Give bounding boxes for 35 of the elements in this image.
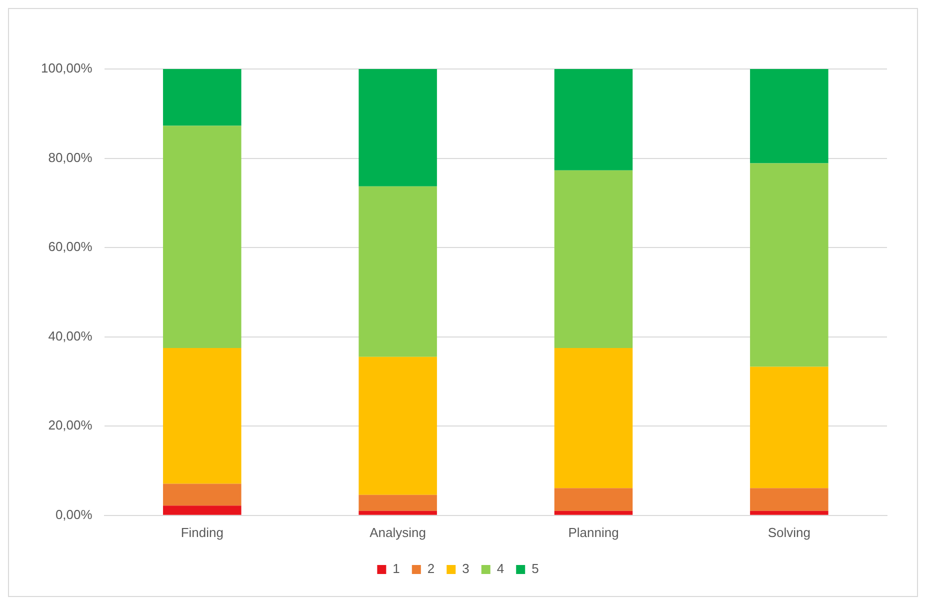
- legend-label: 4: [496, 561, 504, 576]
- bar: [163, 506, 242, 515]
- legend-label: 5: [532, 561, 539, 576]
- y-tick-label: 60,00%: [48, 239, 93, 254]
- bar: [163, 484, 242, 506]
- bar: [750, 488, 828, 511]
- bar: [554, 348, 633, 488]
- bar: [554, 69, 633, 170]
- bar: [163, 126, 242, 348]
- y-tick-label: 40,00%: [48, 328, 93, 344]
- bar: [750, 366, 828, 488]
- x-tick-label: Planning: [568, 524, 619, 540]
- bar: [554, 488, 633, 511]
- bar: [163, 69, 242, 126]
- bar: [358, 494, 437, 511]
- bar: [358, 510, 437, 515]
- bar: [750, 163, 828, 367]
- y-tick-label: 100,00%: [40, 60, 93, 76]
- legend-label: 3: [462, 561, 470, 576]
- x-tick-label: Finding: [180, 524, 224, 540]
- legend-label: 2: [427, 561, 435, 576]
- y-tick-label: 80,00%: [48, 150, 93, 165]
- bar: [358, 186, 437, 357]
- y-tick-label: 0,00%: [55, 506, 93, 522]
- y-tick-label: 20,00%: [48, 418, 93, 433]
- bar: [554, 170, 633, 348]
- bar: [358, 356, 437, 495]
- x-tick-label: Solving: [768, 524, 810, 540]
- bar: [163, 348, 242, 484]
- x-tick-label: Analysing: [370, 524, 426, 540]
- bar: [554, 510, 633, 515]
- legend-label: 1: [392, 561, 400, 576]
- bar: [750, 69, 828, 164]
- bar: [750, 510, 828, 515]
- bar: [358, 69, 437, 186]
